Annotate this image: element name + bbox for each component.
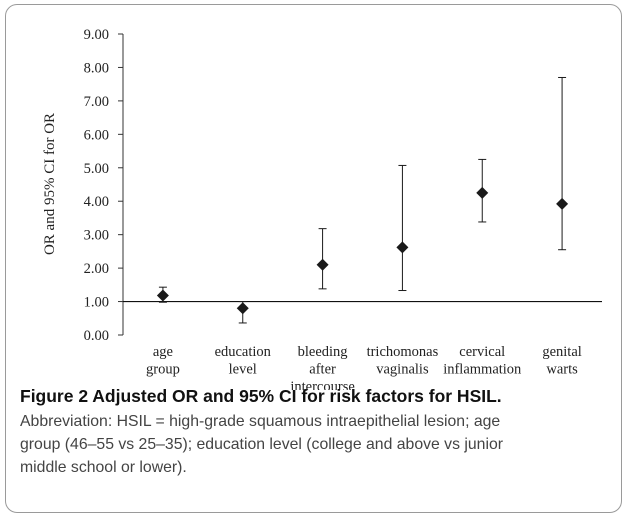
y-tick-label: 0.00 bbox=[84, 328, 109, 344]
x-category-label: after bbox=[309, 362, 336, 378]
x-category-label: vaginalis bbox=[376, 362, 429, 378]
y-tick-label: 6.00 bbox=[84, 127, 109, 143]
y-tick-label: 4.00 bbox=[84, 194, 109, 210]
point-markers bbox=[156, 186, 569, 315]
y-tick-label: 5.00 bbox=[84, 161, 109, 177]
caption-line: middle school or lower). bbox=[20, 459, 187, 476]
x-category-label: trichomonas bbox=[367, 344, 439, 360]
x-category-label: inflammation bbox=[443, 362, 522, 378]
y-tick-label: 2.00 bbox=[84, 261, 109, 277]
x-category-label: education bbox=[215, 344, 272, 360]
x-category-label: bleeding bbox=[298, 344, 348, 360]
x-category-label: intercourse bbox=[290, 379, 354, 390]
or-point-marker bbox=[476, 186, 489, 199]
y-tick-label: 7.00 bbox=[84, 94, 109, 110]
figure-frame bbox=[5, 4, 622, 513]
or-point-marker bbox=[156, 289, 169, 302]
or-error-bar-chart: 0.00 1.00 2.00 3.00 4.00 5.00 6.00 7.00 8.00 9.00… bbox=[42, 27, 602, 390]
x-category-label: group bbox=[146, 362, 180, 378]
or-point-marker bbox=[316, 258, 329, 271]
error-bars bbox=[158, 76, 567, 324]
or-point-marker bbox=[236, 302, 249, 315]
y-tick-label: 3.00 bbox=[84, 228, 109, 244]
y-tick-label: 1.00 bbox=[84, 295, 109, 311]
caption-text: Abbreviation: HSIL = high-grade squamous… bbox=[20, 410, 615, 479]
x-category-label: age bbox=[153, 344, 173, 360]
x-category-label: level bbox=[229, 362, 257, 378]
x-category-label: genital bbox=[542, 344, 581, 360]
y-tick-label: 9.00 bbox=[84, 27, 109, 43]
x-category-labels: age group education level bleeding afterinter… bbox=[146, 344, 582, 390]
x-category-label: cervical bbox=[459, 344, 505, 360]
y-axis-title: OR and 95% CI for OR bbox=[42, 113, 58, 255]
caption-line: group (46–55 vs 25–35); education level … bbox=[20, 436, 504, 453]
x-category-label: warts bbox=[546, 362, 578, 378]
caption-line: Abbreviation: HSIL = high-grade squamous… bbox=[20, 413, 501, 430]
or-point-marker bbox=[556, 197, 569, 210]
y-axis: 0.00 1.00 2.00 3.00 4.00 5.00 6.00 7.00 8.00 9.00 bbox=[84, 27, 124, 344]
figure-caption: Figure 2 Adjusted OR and 95% CI for risk… bbox=[20, 384, 615, 479]
or-point-marker bbox=[396, 241, 409, 254]
y-tick-label: 8.00 bbox=[84, 60, 109, 76]
caption-title: Figure 2 Adjusted OR and 95% CI for risk… bbox=[20, 386, 502, 406]
